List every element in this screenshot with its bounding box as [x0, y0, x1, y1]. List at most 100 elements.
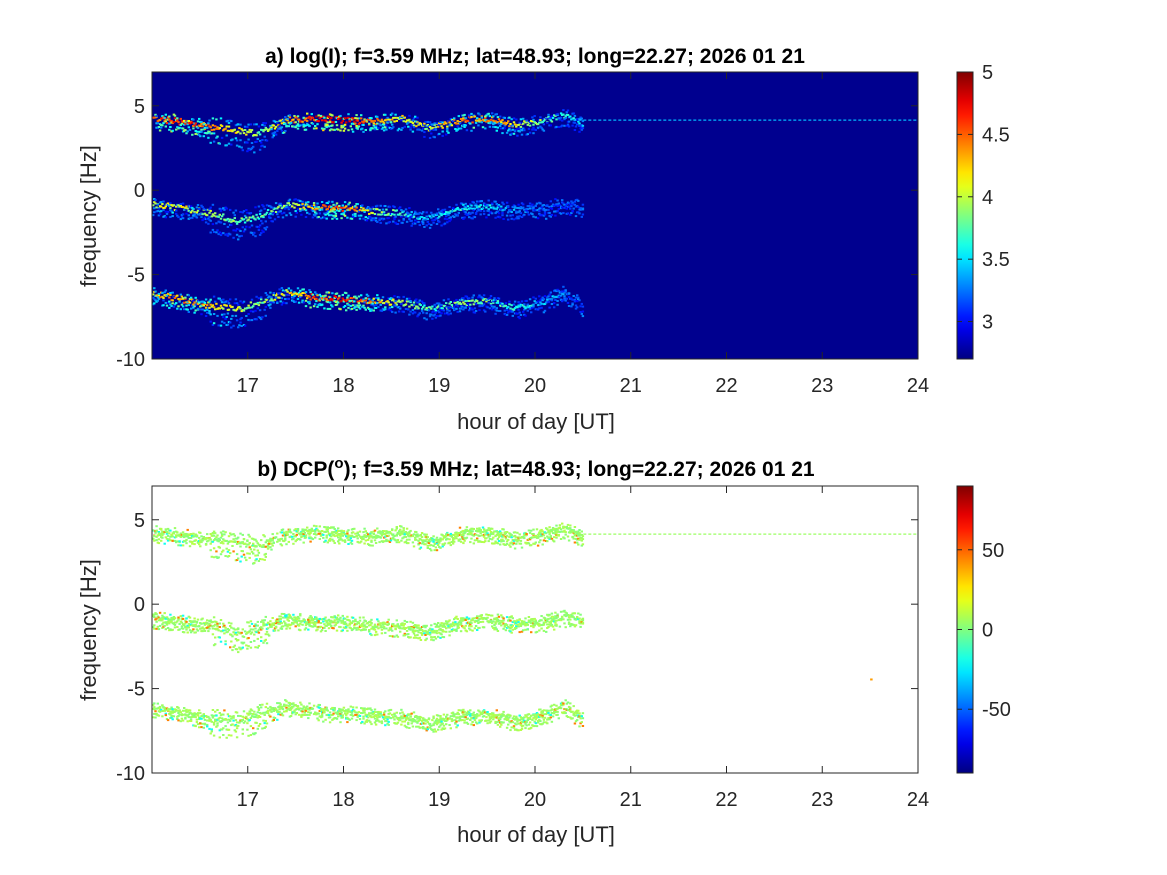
spectral-point — [269, 291, 272, 294]
spectral-point — [181, 217, 185, 220]
spectral-point — [468, 305, 471, 308]
spectral-point — [382, 625, 386, 628]
spectral-point — [331, 531, 334, 534]
spectral-point — [548, 531, 551, 534]
spectral-point — [306, 119, 309, 122]
spectral-point — [328, 537, 332, 540]
spectral-point — [369, 129, 372, 132]
spectral-point — [507, 206, 510, 209]
spectral-point — [237, 628, 240, 631]
spectral-point — [396, 635, 400, 638]
spectral-point — [493, 542, 496, 545]
spectral-point — [195, 206, 199, 209]
spectral-point — [414, 299, 417, 302]
spectral-point — [379, 221, 382, 224]
spectral-point — [565, 124, 568, 127]
spectral-point — [198, 208, 201, 210]
spectral-point — [565, 111, 568, 114]
spectral-point — [437, 540, 440, 543]
spectral-point — [206, 619, 209, 622]
spectral-point — [239, 230, 242, 232]
spectral-point — [186, 624, 189, 627]
spectral-point — [485, 114, 488, 117]
trace-upper — [152, 522, 585, 565]
spectral-point — [235, 144, 239, 147]
spectral-point — [347, 116, 350, 119]
spectral-point — [381, 533, 385, 536]
spectral-point — [581, 315, 585, 318]
spectral-point — [484, 540, 487, 543]
spectral-point — [153, 287, 156, 290]
spectral-point — [354, 117, 357, 120]
spectral-point — [511, 205, 514, 208]
spectral-point — [486, 306, 489, 309]
spectral-point — [308, 289, 311, 291]
spectral-point — [304, 124, 308, 127]
spectral-point — [156, 203, 159, 206]
spectral-point — [276, 121, 279, 124]
spectral-point — [166, 534, 170, 537]
spectral-point — [370, 535, 373, 538]
spectral-point — [420, 532, 424, 534]
spectral-point — [538, 535, 541, 538]
spectral-point — [513, 531, 517, 534]
spectral-point — [310, 527, 313, 530]
spectral-point — [459, 540, 463, 543]
spectral-point — [357, 210, 361, 213]
spectral-point — [470, 129, 473, 132]
spectral-point — [548, 306, 551, 309]
spectral-point — [161, 536, 164, 539]
spectral-point — [268, 214, 271, 217]
spectral-point — [389, 309, 393, 312]
spectral-point — [285, 623, 288, 626]
spectral-point — [184, 129, 187, 131]
spectral-point — [527, 306, 531, 309]
spectral-point — [545, 217, 548, 220]
spectral-point — [212, 539, 216, 542]
spectral-point — [430, 544, 433, 547]
spectral-point — [472, 542, 475, 545]
spectral-point — [168, 306, 171, 309]
spectral-point — [279, 615, 282, 618]
spectral-point — [504, 206, 508, 209]
spectral-point — [218, 231, 221, 234]
spectral-point — [512, 117, 516, 120]
spectral-point — [473, 207, 477, 210]
spectral-point — [289, 121, 293, 124]
spectral-point — [217, 629, 220, 632]
spectral-point — [281, 534, 285, 537]
spectral-point — [281, 528, 285, 531]
spectral-point — [335, 202, 339, 205]
spectral-point — [317, 114, 320, 117]
spectral-point — [225, 233, 228, 236]
spectral-point — [457, 115, 460, 118]
spectral-point — [227, 122, 231, 124]
spectral-point — [531, 116, 534, 119]
spectral-point — [419, 534, 423, 536]
spectral-point — [373, 623, 377, 626]
spectral-point — [263, 227, 266, 229]
spectral-point — [479, 119, 482, 122]
spectral-point — [162, 304, 165, 307]
spectral-point — [309, 621, 312, 624]
spectral-point — [324, 630, 327, 632]
spectral-point — [401, 532, 404, 535]
spectral-point — [496, 210, 500, 213]
spectral-point — [520, 202, 524, 205]
spectral-point — [320, 533, 324, 536]
spectral-point — [395, 619, 398, 622]
spectral-point — [287, 125, 290, 128]
spectral-point — [347, 203, 350, 206]
spectral-point — [153, 534, 156, 537]
spectral-point — [578, 532, 581, 535]
spectral-point — [320, 119, 324, 122]
spectral-point — [549, 215, 552, 218]
spectral-point — [376, 625, 379, 628]
spectral-point — [165, 212, 169, 215]
spectral-point — [157, 531, 161, 533]
spectral-point — [388, 205, 392, 208]
spectral-point — [209, 313, 212, 316]
spectral-point — [447, 313, 450, 316]
spectral-point — [264, 220, 267, 223]
spectral-point — [263, 535, 266, 538]
